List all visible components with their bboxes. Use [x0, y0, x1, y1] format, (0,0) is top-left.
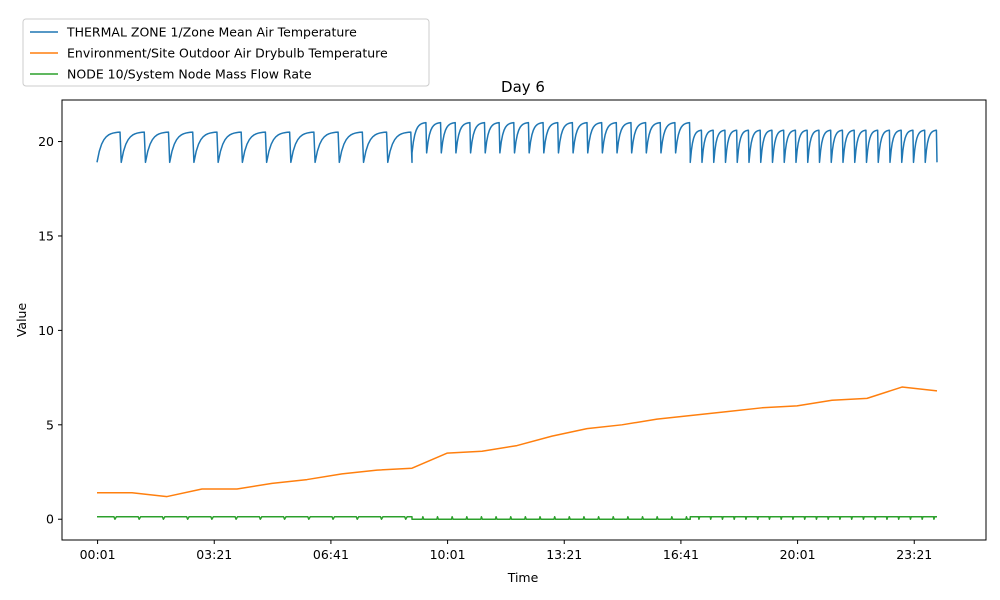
y-tick-label: 0 [46, 512, 54, 527]
legend-entry-3: NODE 10/System Node Mass Flow Rate [67, 67, 312, 82]
x-tick-label: 23:21 [896, 547, 932, 562]
x-tick-label: 16:41 [663, 547, 699, 562]
y-tick-label: 15 [38, 228, 54, 243]
y-tick-label: 5 [46, 417, 54, 432]
plot-lines [96, 121, 938, 520]
x-tick-label: 20:01 [780, 547, 816, 562]
series-line-2 [97, 386, 938, 498]
y-tick-label: 20 [38, 134, 54, 149]
x-axis: 00:01 03:21 06:41 10:01 13:21 16:41 20:01 23:21 [80, 540, 932, 562]
series-line-3 [97, 516, 937, 520]
x-tick-label: 10:01 [430, 547, 466, 562]
x-axis-label: Time [507, 570, 539, 585]
x-tick-label: 03:21 [196, 547, 232, 562]
series-line-1 [96, 121, 938, 164]
y-axis: 0 5 10 15 20 [38, 134, 62, 527]
x-tick-label: 00:01 [80, 547, 116, 562]
chart-title: Day 6 [501, 78, 545, 96]
legend-entry-1: THERMAL ZONE 1/Zone Mean Air Temperature [66, 25, 357, 40]
x-tick-label: 13:21 [546, 547, 582, 562]
plot-frame [61, 99, 987, 541]
x-tick-label: 06:41 [313, 547, 349, 562]
y-axis-label: Value [14, 303, 29, 338]
y-tick-label: 10 [38, 323, 54, 338]
legend-box [22, 18, 430, 87]
legend: THERMAL ZONE 1/Zone Mean Air Temperature… [22, 18, 430, 87]
legend-entry-2: Environment/Site Outdoor Air Drybulb Tem… [67, 46, 388, 61]
legend-items: THERMAL ZONE 1/Zone Mean Air Temperature… [30, 25, 388, 82]
